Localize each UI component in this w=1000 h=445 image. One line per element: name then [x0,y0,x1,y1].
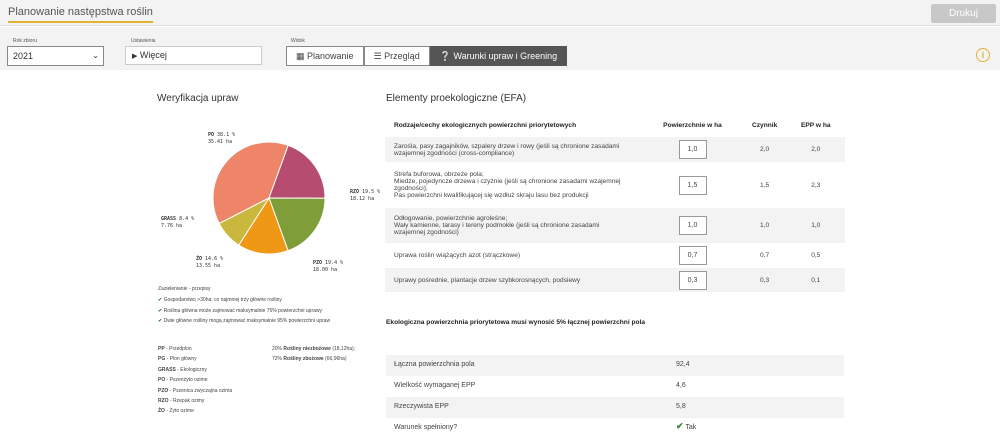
print-button[interactable]: Drukuj [931,4,996,23]
pie-slice-rzo [268,144,326,199]
filter-bar: Rok zbioru 2021 ⌄ Ustawienia ▶ Więcej Wi… [0,27,1000,70]
area-input[interactable]: 1,0 [678,140,707,159]
abbr-item: PP - Przedplon [158,346,192,352]
more-settings-label: Więcej [139,50,167,60]
efa-table: Rodzaje/cechy ekologicznych powierzchni … [385,113,846,292]
summary-label: Łączna powierzchnia pola [394,361,475,368]
abbr-item: ŻO - Żyto ozime [158,408,194,415]
row-description: Odłogowanie, powierzchnie agroleśne; Wały… [385,208,642,243]
verification-title: Weryfikacja upraw [157,93,239,104]
row-description: Uprawa roślin wiążących azot (strączkowe… [394,252,521,259]
table-row: Zarośla, pasy zagajników, szpalery drzew… [385,137,846,162]
area-input[interactable]: 0,7 [678,246,707,265]
year-select[interactable]: 2021 ⌄ [7,46,104,66]
pie-label-zo: ŻO 14.6 % 13.55 ha [196,256,224,269]
question-circle-icon: ❔ [439,51,451,61]
summary-row: Wielkość wymaganej EPP 4,6 [386,376,844,397]
pie-slice-żo [238,196,289,255]
table-row: Strefa buforowa, obrzeże pola; Miedze, po… [385,162,845,208]
row-description: Zarośla, pasy zagajników, szpalery drzew… [385,137,642,162]
abbr-item: PO - Pszenżyto ozime [158,377,208,384]
abbr-item: PG - Plon główny [158,356,197,363]
summary-value: 4,6 [676,382,686,389]
col-header-type: Rodzaje/cechy ekologicznych powierzchni … [394,121,577,129]
play-right-icon: ▶ [132,53,138,60]
col-header-area: Powierzchnie w ha [663,121,722,129]
row-description: Uprawy pośrednie, plantacje drzew szybko… [385,268,642,292]
summary-value: 5,8 [676,403,686,410]
greening-rule: ✔ Dwie główne rośliny mogą zajmować maks… [158,318,331,324]
epp-cell: 2,0 [786,137,846,162]
abbreviation-legend: PP - Przedplon PG - Plon główny GRASS - … [158,344,232,417]
page-tab-title[interactable]: Planowanie następstwa roślin [8,6,153,23]
more-settings-toggle[interactable]: ▶ Więcej [125,46,262,65]
top-bar: Planowanie następstwa roślin Drukuj [0,0,1000,26]
pie-label-rzo: RZO 19.5 % 18.12 ha [350,189,381,202]
epp-cell: 0,5 [811,252,821,259]
abbr-item: PZO - Pszenica zwyczajna ozima [158,387,233,394]
factor-cell: 1,0 [743,208,787,243]
row-description: Strefa buforowa, obrzeże pola; Miedze, po… [394,171,621,199]
pie-label-pzo: PZO 19.4 % 18.00 ha [313,260,344,273]
pie-label-grass: GRASS 8.4 % 7.76 ha [161,216,195,229]
view-overview-button[interactable]: ☰ Przegląd [363,46,430,66]
table-row: Uprawa roślin wiążących azot (strączkowe… [385,243,845,268]
view-label: Widok [291,38,305,44]
col-header-epp: EPP w ha [801,121,831,129]
pie-slice-pzo [268,197,326,252]
chevron-down-icon: ⌄ [92,51,99,60]
check-icon: ✔ [676,421,684,431]
abbr-item: GRASS - Ekologiczny [158,366,207,373]
efa-title: Elementy proekologiczne (EFA) [386,93,527,104]
area-input[interactable]: 1,5 [678,175,707,195]
year-value: 2021 [13,51,34,61]
check-icon: ✔ [158,308,163,314]
pie-slice-grass [218,196,271,246]
greening-rule: ✔ Roślina główna może zajmować maksymaln… [158,308,322,314]
epp-cell: 0,1 [786,268,846,292]
settings-label: Ustawienia [131,38,156,44]
table-header-row: Rodzaje/cechy ekologicznych powierzchni … [385,113,845,137]
col-header-factor: Czynnik [752,121,778,129]
summary-label: Wielkość wymaganej EPP [394,382,476,389]
factor-cell: 2,0 [743,137,787,162]
info-icon[interactable]: i [976,48,990,62]
abbr-item: RZO - Rzepak ozimy [158,398,205,405]
summary-label: Warunek spełniony? [394,424,458,431]
view-greening-button[interactable]: ❔ Warunki upraw i Greening [429,46,568,66]
greening-rules-title: Zazielenianie - przepisy [158,286,211,292]
share-item: 20% Rośliny niezbożowe (18,12ha); [272,346,356,352]
area-input[interactable]: 1,0 [678,216,707,235]
pie-label-po: PO 38.1 % 35.41 ha [208,132,236,145]
area-input[interactable]: 0,3 [678,270,707,290]
summary-row: Rzeczywista EPP 5,8 [386,397,844,418]
check-icon: ✔ [158,297,163,303]
crop-pie-chart [212,141,326,255]
view-planning-button[interactable]: ▦ Planowanie [286,46,364,66]
view-switcher: ▦ Planowanie ☰ Przegląd ❔ Warunki upraw … [286,46,568,66]
summary-value: ✔ Tak [676,421,697,431]
efa-requirement-note: Ekologiczna powierzchnia priorytetowa mu… [386,319,646,326]
summary-value: 92,4 [676,361,690,368]
check-icon: ✔ [158,318,163,324]
epp-cell: 1,0 [786,208,846,243]
factor-cell: 1,5 [760,181,770,189]
table-row: Uprawy pośrednie, plantacje drzew szybko… [385,268,846,292]
factor-cell: 0,7 [760,252,770,259]
greening-rule: ✔ Gospodarstwo >30ha: co najmniej trzy g… [158,297,282,303]
crop-share-legend: 20% Rośliny niezbożowe (18,12ha); 72% Ro… [272,344,355,364]
summary-row: Warunek spełniony? ✔ Tak [386,418,844,439]
grid-icon: ▦ [296,51,305,61]
list-icon: ☰ [373,51,382,61]
summary-row: Łączna powierzchnia pola 92,4 [386,355,844,376]
table-row: Odłogowanie, powierzchnie agroleśne; Wały… [385,208,846,243]
epp-cell: 2,3 [811,181,821,189]
share-item: 72% Rośliny zbożowe (66,96ha) [272,356,347,362]
summary-label: Rzeczywista EPP [394,403,449,410]
factor-cell: 0,3 [743,268,787,292]
year-label: Rok zbioru [13,38,37,44]
pie-slice-po [212,141,289,225]
